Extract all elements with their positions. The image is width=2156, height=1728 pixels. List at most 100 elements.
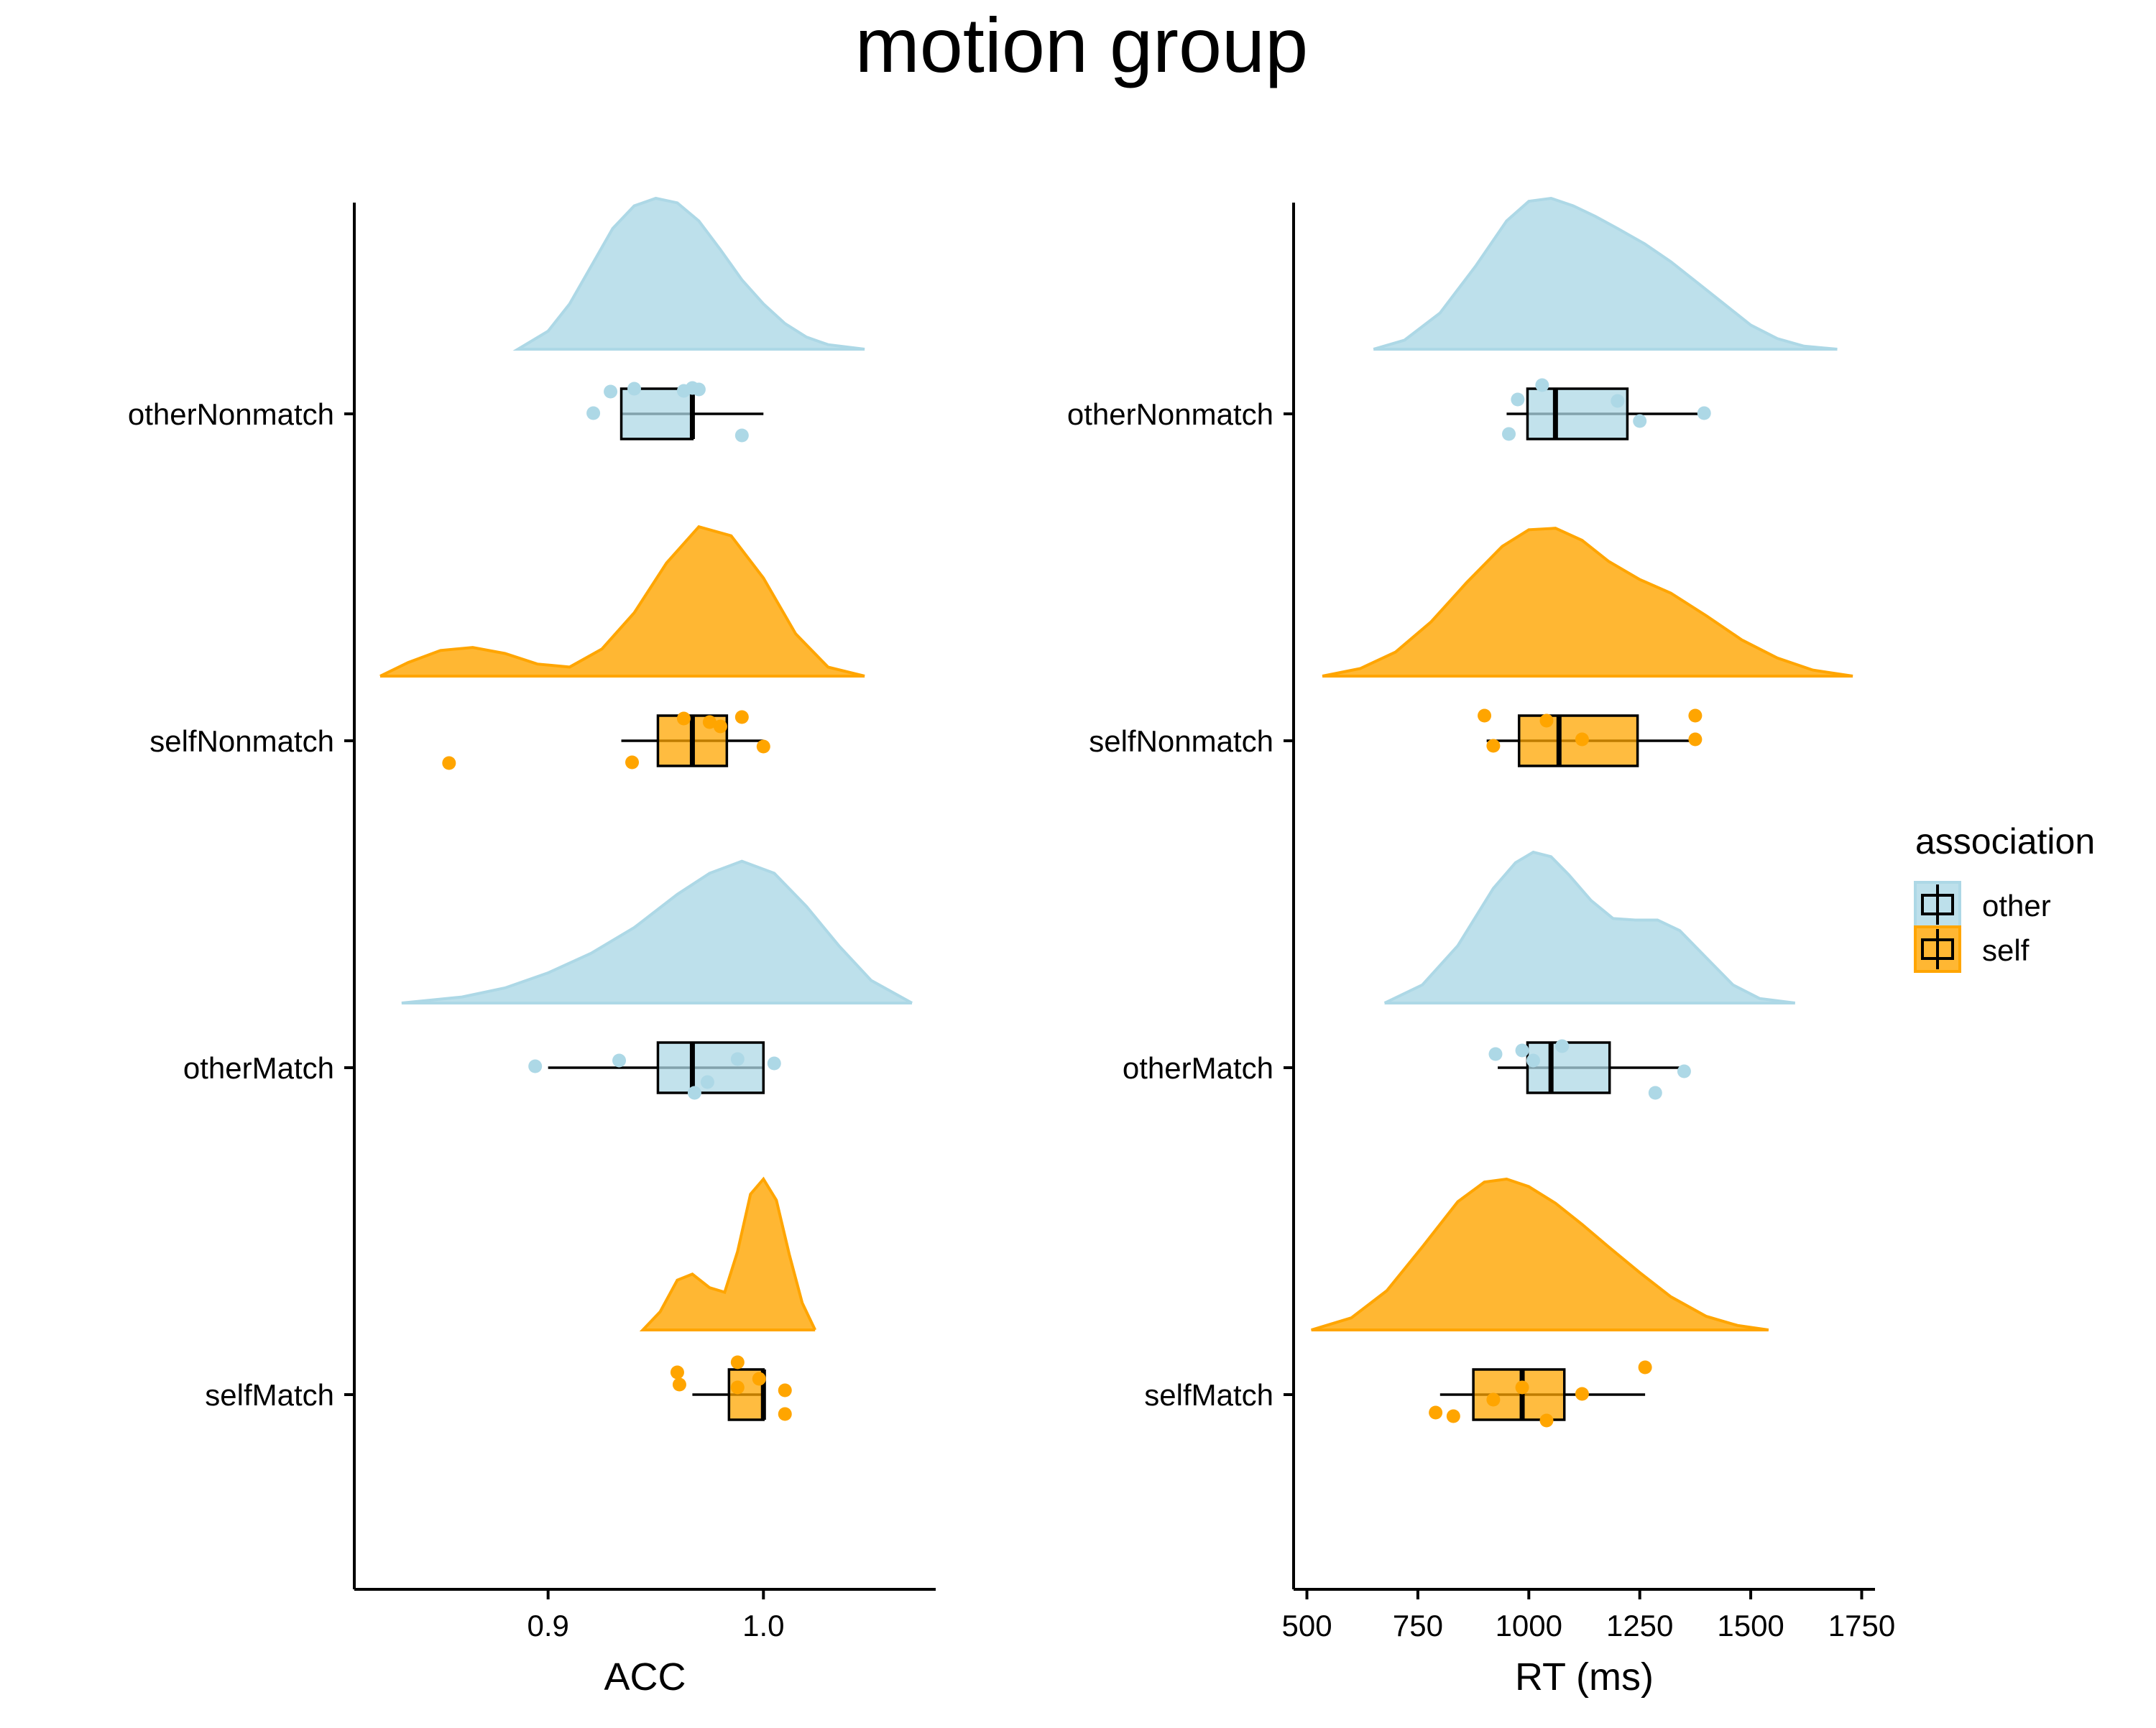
density-acc-selfMatch [639, 1176, 817, 1331]
y-tick-label-acc-selfNonmatch: selfNonmatch [149, 724, 334, 758]
point-rt-selfMatch-4 [1429, 1405, 1443, 1420]
point-rt-otherNonmatch-5 [1502, 427, 1516, 441]
x-tick-label-acc-1: 1.0 [742, 1609, 784, 1642]
panel-acc: otherNonmatch selfNonmatch otherMatch selfM… [128, 196, 936, 1699]
point-acc-selfMatch-0 [730, 1355, 745, 1369]
point-acc-selfNonmatch-1 [702, 715, 717, 729]
x-tick-label-rt-2: 1000 [1496, 1609, 1562, 1642]
point-rt-otherMatch-1 [1488, 1047, 1503, 1061]
legend-label-other: other [1982, 889, 2051, 923]
density-rt-otherNonmatch [1373, 196, 1838, 351]
legend-title: association [1915, 821, 2095, 861]
point-acc-otherNonmatch-5 [586, 406, 601, 420]
x-tick-label-acc-0: 0.9 [527, 1609, 568, 1642]
group-acc-selfMatch [639, 1176, 817, 1421]
point-acc-selfMatch-2 [752, 1372, 766, 1386]
point-acc-otherNonmatch-0 [604, 384, 618, 399]
density-acc-otherNonmatch [512, 196, 865, 351]
point-acc-selfNonmatch-6 [442, 756, 456, 770]
point-rt-otherNonmatch-2 [1611, 394, 1625, 408]
box-rt-selfMatch [1472, 1368, 1566, 1421]
point-rt-selfMatch-2 [1575, 1387, 1589, 1401]
point-acc-selfNonmatch-0 [676, 711, 691, 726]
legend-key-self: self [1914, 925, 2030, 973]
group-rt-otherNonmatch [1373, 196, 1838, 441]
point-rt-otherMatch-3 [1526, 1053, 1540, 1068]
point-rt-selfMatch-3 [1486, 1392, 1501, 1407]
point-rt-selfNonmatch-2 [1688, 708, 1703, 723]
density-acc-otherMatch [401, 859, 913, 1004]
point-acc-otherNonmatch-6 [734, 428, 749, 443]
point-rt-selfNonmatch-0 [1478, 708, 1492, 723]
point-acc-selfMatch-6 [778, 1407, 792, 1421]
point-acc-selfNonmatch-2 [713, 719, 727, 734]
panel-rt: otherNonmatch selfNonmatch otherMatch selfM… [1067, 196, 1895, 1699]
point-acc-selfMatch-4 [730, 1380, 745, 1395]
density-rt-otherMatch [1383, 850, 1796, 1004]
x-tick-label-rt-1: 750 [1393, 1609, 1443, 1642]
point-acc-selfMatch-5 [778, 1383, 792, 1397]
legend: association other self [1914, 821, 2095, 973]
y-tick-label-rt-otherMatch: otherMatch [1123, 1051, 1273, 1085]
x-axis-label-rt: RT (ms) [1515, 1655, 1654, 1699]
x-tick-label-rt-3: 1250 [1606, 1609, 1673, 1642]
point-rt-selfNonmatch-5 [1486, 739, 1501, 753]
y-tick-label-rt-selfMatch: selfMatch [1144, 1378, 1273, 1412]
y-tick-label-rt-otherNonmatch: otherNonmatch [1067, 397, 1273, 431]
box-rt-otherMatch [1526, 1041, 1611, 1094]
point-acc-selfMatch-3 [672, 1377, 686, 1392]
density-rt-selfNonmatch [1322, 527, 1853, 678]
point-rt-selfMatch-5 [1446, 1409, 1460, 1423]
point-rt-otherNonmatch-1 [1511, 392, 1525, 407]
point-rt-otherMatch-0 [1555, 1039, 1570, 1053]
x-axis-label-acc: ACC [604, 1655, 686, 1699]
point-acc-otherMatch-5 [687, 1086, 701, 1100]
point-acc-otherMatch-4 [700, 1075, 714, 1089]
point-acc-otherMatch-2 [730, 1052, 745, 1066]
y-tick-label-acc-selfMatch: selfMatch [205, 1378, 334, 1412]
point-rt-otherMatch-2 [1515, 1043, 1529, 1058]
point-rt-otherMatch-4 [1677, 1064, 1691, 1078]
point-rt-otherNonmatch-4 [1697, 406, 1711, 420]
point-acc-otherMatch-3 [767, 1056, 781, 1071]
legend-label-self: self [1982, 933, 2030, 967]
group-acc-selfNonmatch [379, 525, 865, 770]
box-rt-otherNonmatch [1526, 387, 1629, 440]
group-rt-otherMatch [1383, 850, 1796, 1100]
point-acc-selfNonmatch-5 [625, 755, 640, 770]
legend-key-other: other [1914, 881, 2051, 928]
density-rt-selfMatch [1311, 1177, 1769, 1331]
x-tick-label-rt-0: 500 [1281, 1609, 1332, 1642]
group-acc-otherNonmatch [512, 196, 865, 443]
x-tick-label-rt-5: 1750 [1828, 1609, 1895, 1642]
x-tick-label-rt-4: 1500 [1717, 1609, 1784, 1642]
point-rt-selfMatch-1 [1515, 1380, 1529, 1395]
group-rt-selfMatch [1311, 1177, 1769, 1428]
point-rt-selfNonmatch-3 [1688, 732, 1703, 747]
point-acc-selfNonmatch-3 [734, 710, 749, 724]
point-rt-selfNonmatch-1 [1539, 713, 1554, 728]
point-acc-otherMatch-1 [612, 1053, 627, 1068]
y-tick-label-acc-otherNonmatch: otherNonmatch [128, 397, 334, 431]
point-rt-otherMatch-5 [1648, 1086, 1662, 1100]
point-acc-otherNonmatch-4 [691, 382, 706, 397]
y-tick-label-rt-selfNonmatch: selfNonmatch [1089, 724, 1273, 758]
density-acc-selfNonmatch [379, 525, 865, 678]
point-rt-selfMatch-6 [1539, 1413, 1554, 1428]
box-acc-otherNonmatch [619, 387, 694, 440]
point-rt-selfMatch-0 [1638, 1360, 1652, 1374]
point-acc-selfNonmatch-4 [756, 739, 770, 754]
point-rt-selfNonmatch-4 [1575, 732, 1589, 747]
group-rt-selfNonmatch [1322, 527, 1853, 767]
group-acc-otherMatch [401, 859, 913, 1100]
y-tick-label-acc-otherMatch: otherMatch [183, 1051, 334, 1085]
chart-title: motion group [855, 1, 1308, 88]
point-acc-otherNonmatch-1 [627, 382, 642, 396]
point-acc-selfMatch-1 [670, 1365, 684, 1380]
point-rt-otherNonmatch-3 [1633, 414, 1647, 428]
point-acc-otherMatch-0 [528, 1059, 543, 1073]
point-rt-otherNonmatch-0 [1535, 378, 1549, 392]
